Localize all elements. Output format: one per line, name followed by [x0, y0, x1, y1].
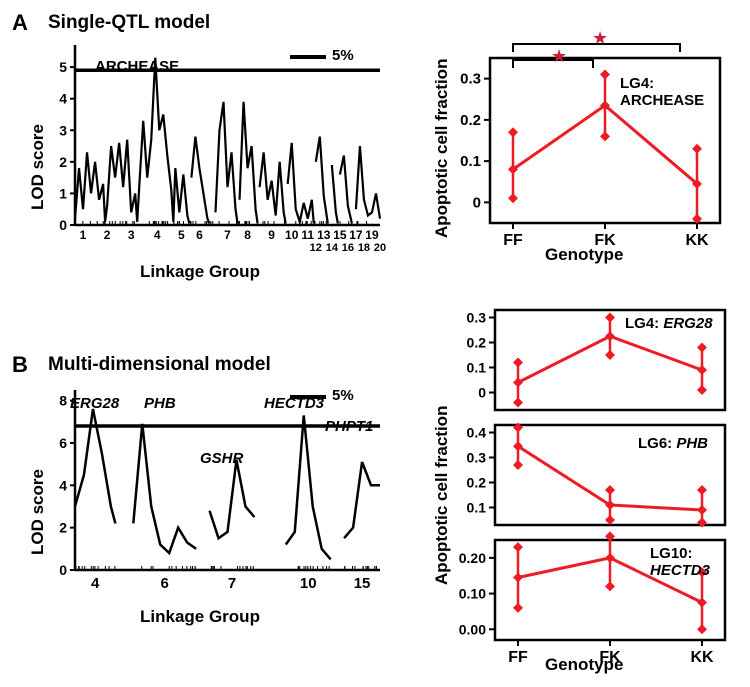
panel-a-legend-text: 5% [332, 47, 354, 64]
gene-phpt1: PHPT1 [325, 418, 373, 435]
svg-text:10: 10 [300, 575, 317, 592]
svg-text:3: 3 [128, 228, 135, 242]
panel-a-ylabel: LOD score [28, 124, 48, 210]
svg-text:18: 18 [358, 242, 370, 254]
svg-text:0.1: 0.1 [467, 500, 487, 516]
panel-b-right-xlabel: Genotype [545, 655, 623, 675]
gene-erg28: ERG28 [70, 395, 119, 412]
star-2: ★ [592, 28, 608, 49]
panel-a-label: A [12, 10, 28, 36]
svg-text:0: 0 [59, 217, 67, 233]
svg-text:15: 15 [354, 575, 371, 592]
gene-phb: PHB [144, 395, 176, 412]
panel-b-xlabel: Linkage Group [140, 607, 260, 627]
svg-text:0: 0 [59, 562, 67, 578]
gene-gshr: GSHR [200, 450, 243, 467]
lg4-erg28-label: LG4: ERG28 [625, 315, 713, 332]
svg-text:0.3: 0.3 [467, 310, 487, 326]
svg-text:2: 2 [59, 154, 67, 170]
svg-text:9: 9 [268, 228, 275, 242]
svg-text:11: 11 [301, 228, 314, 242]
panel-b-ylabel: LOD score [28, 469, 48, 555]
lg10-hectd3-label: LG10:HECTD3 [650, 545, 710, 579]
svg-text:4: 4 [91, 575, 100, 592]
svg-text:0.3: 0.3 [467, 450, 487, 466]
svg-text:7: 7 [228, 575, 236, 592]
svg-text:KK: KK [690, 649, 714, 666]
svg-text:0.00: 0.00 [459, 621, 486, 637]
svg-text:0.2: 0.2 [467, 335, 487, 351]
svg-text:7: 7 [224, 228, 231, 242]
svg-text:8: 8 [59, 393, 67, 409]
svg-text:3: 3 [59, 122, 67, 138]
panel-b-title: Multi-dimensional model [48, 354, 271, 376]
svg-text:15: 15 [333, 228, 347, 242]
gene-hectd3: HECTD3 [264, 395, 324, 412]
panel-b-legend-text: 5% [332, 387, 354, 404]
svg-text:0.20: 0.20 [459, 550, 486, 566]
svg-text:19: 19 [365, 228, 379, 242]
panel-a-sig-brackets [435, 18, 735, 268]
svg-text:5: 5 [59, 59, 67, 75]
panel-a-legend-line [290, 55, 326, 59]
svg-text:2: 2 [59, 520, 67, 536]
svg-text:FF: FF [508, 649, 528, 666]
panel-a-gene: ARCHEASE [95, 58, 179, 75]
svg-text:6: 6 [196, 228, 203, 242]
panel-b-genotype-charts: 00.10.20.30.10.20.30.40.000.100.20FFFKKK [435, 300, 740, 675]
svg-text:14: 14 [326, 242, 339, 254]
svg-text:2: 2 [104, 228, 111, 242]
svg-text:8: 8 [244, 228, 251, 242]
svg-text:5: 5 [178, 228, 185, 242]
svg-text:12: 12 [310, 242, 322, 254]
svg-text:13: 13 [317, 228, 331, 242]
svg-text:4: 4 [154, 228, 161, 242]
svg-text:6: 6 [59, 435, 67, 451]
svg-text:0.2: 0.2 [467, 475, 487, 491]
svg-text:0.10: 0.10 [459, 586, 486, 602]
svg-text:10: 10 [285, 228, 299, 242]
lg6-phb-label: LG6: PHB [638, 435, 708, 452]
svg-text:1: 1 [59, 185, 67, 201]
svg-text:0: 0 [478, 385, 486, 401]
svg-text:1: 1 [80, 228, 87, 242]
svg-text:0.1: 0.1 [467, 360, 487, 376]
svg-text:0.4: 0.4 [467, 425, 487, 441]
svg-text:17: 17 [349, 228, 363, 242]
svg-text:4: 4 [59, 477, 67, 493]
panel-a-xlabel: Linkage Group [140, 262, 260, 282]
svg-text:6: 6 [161, 575, 169, 592]
panel-b-label: B [12, 352, 28, 378]
panel-b-lod-chart: 0 2 4 6 8 4 6 7 10 15 [30, 380, 390, 615]
panel-a-lod-chart: 0123451234567891011131517191214161820 [30, 35, 390, 275]
star-1: ★ [551, 46, 567, 67]
svg-text:16: 16 [342, 242, 354, 254]
svg-text:4: 4 [59, 91, 67, 107]
svg-text:20: 20 [374, 242, 386, 254]
panel-b-right-ylabel: Apoptotic cell fraction [432, 406, 452, 585]
panel-a-title: Single-QTL model [48, 12, 210, 34]
